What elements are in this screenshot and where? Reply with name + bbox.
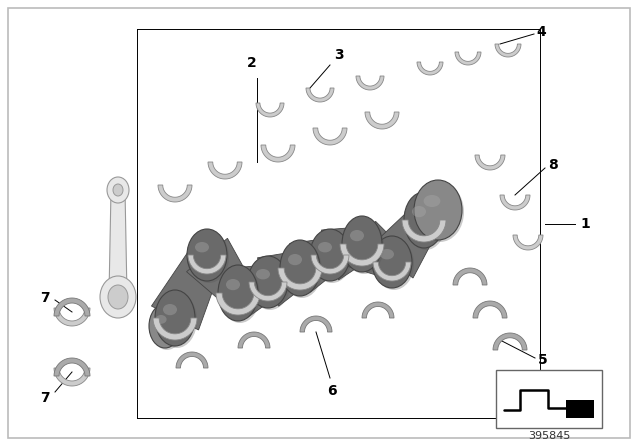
Polygon shape <box>54 368 90 386</box>
Polygon shape <box>153 318 197 340</box>
Ellipse shape <box>220 267 260 323</box>
Polygon shape <box>256 103 284 117</box>
Ellipse shape <box>344 218 384 274</box>
Polygon shape <box>455 52 481 65</box>
Polygon shape <box>340 244 384 266</box>
Ellipse shape <box>342 216 382 272</box>
Text: 3: 3 <box>334 48 344 62</box>
Ellipse shape <box>100 276 136 318</box>
Polygon shape <box>188 255 226 274</box>
Ellipse shape <box>248 256 288 308</box>
Polygon shape <box>278 268 322 290</box>
Ellipse shape <box>195 242 209 252</box>
Polygon shape <box>54 298 90 316</box>
Ellipse shape <box>256 269 270 280</box>
Ellipse shape <box>189 231 229 283</box>
Polygon shape <box>261 145 295 162</box>
Text: 1: 1 <box>580 217 589 231</box>
Bar <box>566 400 594 418</box>
Ellipse shape <box>350 230 364 241</box>
Polygon shape <box>229 266 274 318</box>
Bar <box>496 370 602 428</box>
Ellipse shape <box>424 195 440 207</box>
Ellipse shape <box>163 304 177 315</box>
Polygon shape <box>176 352 208 368</box>
Polygon shape <box>475 155 505 170</box>
Text: 7: 7 <box>40 291 50 305</box>
Polygon shape <box>300 316 332 332</box>
Ellipse shape <box>218 265 258 321</box>
Polygon shape <box>500 195 530 210</box>
Ellipse shape <box>107 177 129 203</box>
Ellipse shape <box>414 180 462 240</box>
Ellipse shape <box>226 279 240 290</box>
Polygon shape <box>365 112 399 129</box>
Ellipse shape <box>404 192 444 248</box>
Ellipse shape <box>155 290 195 346</box>
Ellipse shape <box>149 304 181 348</box>
Ellipse shape <box>406 194 446 250</box>
Ellipse shape <box>187 229 227 281</box>
Ellipse shape <box>372 236 412 288</box>
Ellipse shape <box>380 249 394 259</box>
Polygon shape <box>493 333 527 350</box>
Ellipse shape <box>151 306 183 350</box>
Polygon shape <box>513 235 543 250</box>
Polygon shape <box>306 88 334 102</box>
Polygon shape <box>54 308 90 326</box>
Polygon shape <box>54 358 90 376</box>
Text: 5: 5 <box>538 353 548 367</box>
Ellipse shape <box>113 184 123 196</box>
Polygon shape <box>417 62 443 75</box>
Polygon shape <box>371 209 438 278</box>
Polygon shape <box>362 302 394 318</box>
Ellipse shape <box>280 240 320 296</box>
Polygon shape <box>257 252 307 306</box>
Polygon shape <box>186 238 252 304</box>
Text: 6: 6 <box>327 384 337 398</box>
Polygon shape <box>311 255 349 274</box>
Polygon shape <box>158 185 192 202</box>
Ellipse shape <box>282 242 322 298</box>
Ellipse shape <box>312 231 352 283</box>
Polygon shape <box>289 239 337 292</box>
Polygon shape <box>238 332 270 348</box>
Polygon shape <box>473 301 507 318</box>
Text: 4: 4 <box>536 25 546 39</box>
Ellipse shape <box>108 285 128 309</box>
Ellipse shape <box>416 182 464 242</box>
Text: 2: 2 <box>247 56 257 70</box>
Ellipse shape <box>310 229 350 281</box>
Text: 395845: 395845 <box>528 431 570 441</box>
Polygon shape <box>208 162 242 179</box>
Ellipse shape <box>250 258 290 310</box>
Polygon shape <box>373 262 411 281</box>
Polygon shape <box>249 282 287 301</box>
Ellipse shape <box>318 242 332 252</box>
Ellipse shape <box>412 206 426 217</box>
Polygon shape <box>216 293 260 315</box>
Polygon shape <box>495 44 521 57</box>
Text: 8: 8 <box>548 158 557 172</box>
Polygon shape <box>348 221 401 277</box>
Ellipse shape <box>288 254 302 265</box>
Polygon shape <box>402 220 446 242</box>
Text: 7: 7 <box>40 391 50 405</box>
Polygon shape <box>313 128 347 145</box>
Ellipse shape <box>156 315 166 324</box>
Polygon shape <box>321 227 368 280</box>
Polygon shape <box>109 190 127 295</box>
Ellipse shape <box>374 238 414 290</box>
Polygon shape <box>356 76 384 90</box>
Polygon shape <box>152 247 223 330</box>
Polygon shape <box>453 268 487 285</box>
Ellipse shape <box>157 292 197 348</box>
